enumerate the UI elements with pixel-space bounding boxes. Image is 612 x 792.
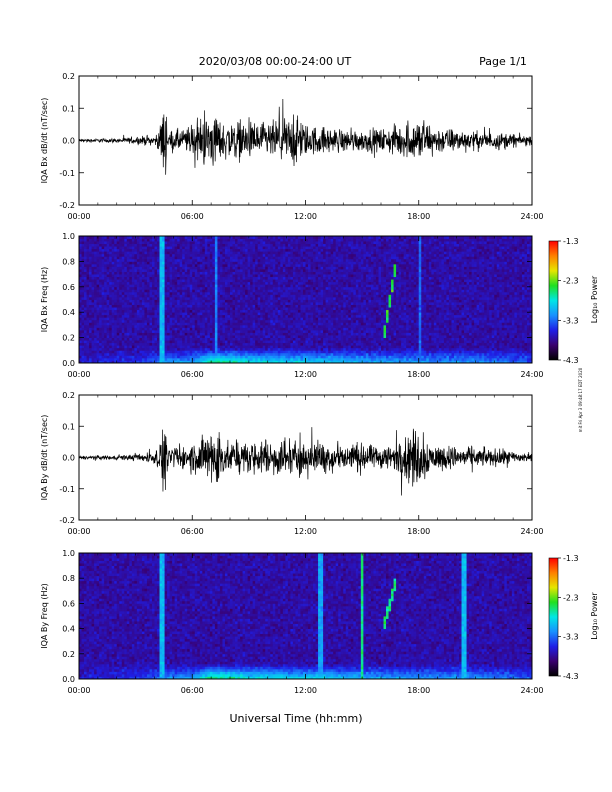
colorbar-tick-label: -2.3: [563, 593, 579, 602]
y-tick-label: 0.0: [62, 675, 75, 684]
y-tick-label: -0.2: [59, 516, 75, 525]
y-tick-label: 0.4: [62, 625, 75, 634]
x-tick-label: 00:00: [67, 527, 90, 536]
y-tick-label: 0.6: [62, 599, 75, 608]
x-tick-label: 00:00: [67, 370, 90, 379]
colorbar-tick-label: -4.3: [563, 356, 579, 365]
y-tick-label: 0.2: [62, 391, 75, 400]
x-tick-label: 18:00: [407, 686, 430, 695]
spectrogram-cells: [79, 553, 532, 679]
colorbar-tick-label: -3.3: [563, 633, 579, 642]
colorbar: [548, 557, 559, 677]
waveform-trace: [79, 427, 532, 496]
x-tick-label: 18:00: [407, 370, 430, 379]
x-tick-label: 06:00: [181, 212, 204, 221]
x-tick-label: 00:00: [67, 686, 90, 695]
colorbar-tick-label: -2.3: [563, 277, 579, 286]
bx-dbdt-panel: 0.2 0.1 0.0 -0.1 -0.2 00:00 06:00 12:00 18:00 24:…: [40, 72, 544, 221]
colorbar-tick-label: -1.3: [563, 554, 579, 563]
y-tick-label: 0.8: [62, 574, 75, 583]
y-tick-label: 0.1: [62, 104, 75, 113]
colorbar-label: Log₁₀ Power: [590, 275, 599, 323]
x-tick-label: 06:00: [181, 686, 204, 695]
y-tick-label: 1.0: [62, 232, 75, 241]
colorbar-tick-label: -1.3: [563, 237, 579, 246]
y-tick-label: 0.2: [62, 650, 75, 659]
spectrogram-cells: [79, 236, 532, 363]
y-tick-label: 0.2: [62, 72, 75, 81]
y-axis-label: IQA By dB/dt (nT/sec): [40, 415, 49, 501]
colorbar: [548, 240, 559, 361]
y-tick-label: 0.0: [62, 137, 75, 146]
x-tick-label: 18:00: [407, 212, 430, 221]
y-tick-label: 0.4: [62, 308, 75, 317]
x-tick-label: 12:00: [294, 212, 317, 221]
side-note: mit Fri Apr 3 09:48:17 EDT 2020: [578, 367, 583, 432]
by-dbdt-panel: 0.2 0.1 0.0 -0.1 -0.2 00:00 06:00 12:00 18:00 24:…: [40, 391, 544, 536]
y-tick-label: 0.8: [62, 257, 75, 266]
by-spectrogram-panel: -1.3 -2.3 -3.3 -4.3 Log₁₀ Power 1.0 0.8 0.6 0.4 0…: [40, 549, 599, 695]
colorbar-label: Log₁₀ Power: [590, 592, 599, 640]
y-tick-label: -0.1: [59, 485, 75, 494]
x-tick-label: 00:00: [67, 212, 90, 221]
page-title: 2020/03/08 00:00-24:00 UT: [199, 55, 352, 68]
x-tick-label: 06:00: [181, 527, 204, 536]
y-axis-label: IQA Bx Freq (Hz): [40, 267, 49, 333]
y-tick-label: 0.0: [62, 454, 75, 463]
y-tick-label: 0.2: [62, 334, 75, 343]
y-tick-label: 0.6: [62, 283, 75, 292]
y-tick-label: -0.2: [59, 201, 75, 210]
y-tick-label: 0.0: [62, 359, 75, 368]
y-tick-label: -0.1: [59, 169, 75, 178]
y-axis-label: IQA By Freq (Hz): [40, 583, 49, 649]
page-label: Page 1/1: [479, 55, 527, 68]
x-tick-label: 12:00: [294, 370, 317, 379]
waveform-trace: [79, 99, 532, 175]
x-axis-label: Universal Time (hh:mm): [230, 712, 363, 725]
x-tick-label: 18:00: [407, 527, 430, 536]
bx-spectrogram-panel: -1.3 -2.3 -3.3 -4.3 Log₁₀ Power 1.0 0.8 0.6 0.4 0…: [40, 232, 599, 379]
x-tick-label: 12:00: [294, 686, 317, 695]
x-tick-label: 06:00: [181, 370, 204, 379]
x-tick-label: 24:00: [520, 686, 543, 695]
y-tick-label: 0.1: [62, 422, 75, 431]
colorbar-tick-label: -4.3: [563, 672, 579, 681]
x-tick-label: 24:00: [520, 370, 543, 379]
y-tick-label: 1.0: [62, 549, 75, 558]
colorbar-tick-label: -3.3: [563, 316, 579, 325]
x-tick-label: 24:00: [520, 527, 543, 536]
y-axis-label: IQA Bx dB/dt (nT/sec): [40, 98, 49, 184]
x-tick-label: 24:00: [520, 212, 543, 221]
x-tick-label: 12:00: [294, 527, 317, 536]
